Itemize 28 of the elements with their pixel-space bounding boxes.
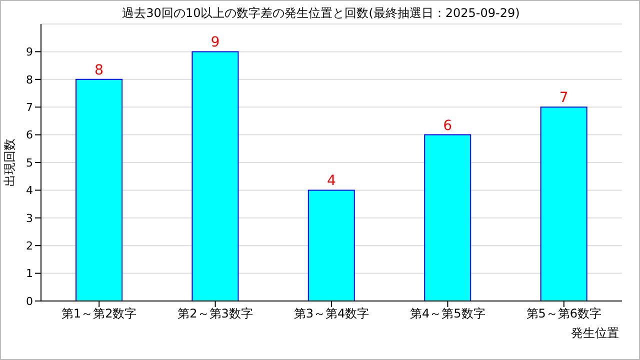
bar: [540, 106, 588, 301]
y-axis-title: 出現回数: [2, 138, 16, 186]
y-tick-label: 6: [26, 128, 33, 142]
bar: [308, 190, 355, 301]
y-tick-label: 0: [26, 294, 33, 308]
y-tick-label: 1: [26, 267, 33, 280]
bar: [192, 51, 239, 301]
bar: [424, 134, 472, 301]
y-tick-label: 7: [26, 101, 33, 114]
chart-title: 過去30回の10以上の数字差の発生位置と回数(最終抽選日：2025-09-29): [121, 5, 521, 22]
data-label: 4: [326, 173, 336, 190]
y-tick-label: 4: [26, 184, 33, 198]
data-label: 7: [559, 90, 568, 106]
x-tick-label: 第1～第2数字: [61, 306, 137, 321]
x-axis-title: 発生位置: [571, 325, 619, 342]
y-tick-label: 9: [26, 46, 33, 59]
bar: [76, 78, 122, 301]
x-tick-label: 第2～第3数字: [178, 306, 253, 321]
data-label: 6: [443, 118, 452, 134]
x-tick-label: 第4～第5数字: [410, 306, 486, 321]
x-tick-label: 第5～第6数字: [526, 306, 602, 321]
y-tick-label: 3: [26, 212, 33, 225]
x-tick-label: 第3～第4数字: [294, 306, 370, 321]
data-label: 8: [94, 62, 104, 78]
y-tick-label: 5: [26, 156, 33, 170]
y-tick-label: 2: [26, 240, 33, 253]
data-label: 9: [210, 34, 220, 51]
y-tick-label: 8: [26, 73, 33, 86]
